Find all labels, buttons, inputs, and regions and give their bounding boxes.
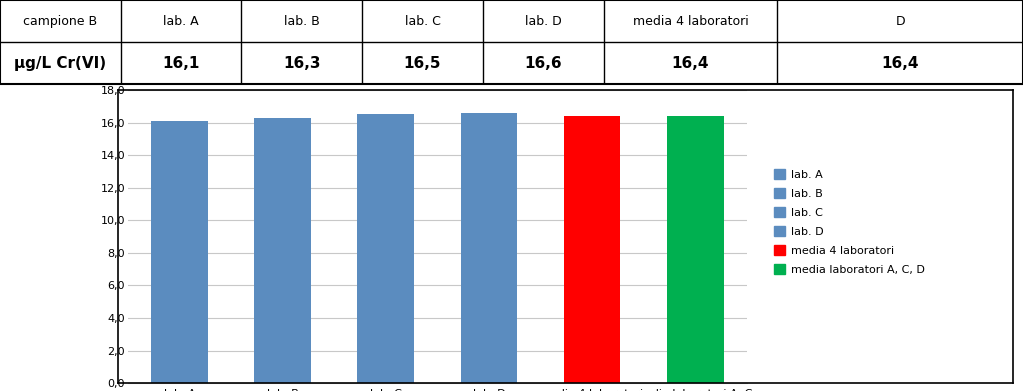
Text: lab. C: lab. C [404, 14, 441, 27]
Text: campione B: campione B [24, 14, 97, 27]
Bar [255, 118, 311, 383]
Text: 16,3: 16,3 [283, 56, 320, 70]
Text: 16,1: 16,1 [163, 56, 199, 70]
Bar [460, 113, 518, 383]
Text: media 4 laboratori: media 4 laboratori [632, 14, 749, 27]
Bar [667, 116, 723, 383]
Legend: lab. A, lab. B, lab. C, lab. D, media 4 laboratori, media laboratori A, C, D: lab. A, lab. B, lab. C, lab. D, media 4 … [771, 165, 928, 278]
Text: 16,5: 16,5 [404, 56, 441, 70]
Bar [357, 115, 414, 383]
Text: lab. B: lab. B [284, 14, 319, 27]
Bar [151, 121, 208, 383]
Bar [564, 116, 620, 383]
Text: 16,4: 16,4 [672, 56, 709, 70]
Text: lab. A: lab. A [164, 14, 198, 27]
Text: 16,4: 16,4 [882, 56, 919, 70]
Text: D: D [895, 14, 905, 27]
Text: µg/L Cr(VI): µg/L Cr(VI) [14, 56, 106, 70]
Text: lab. D: lab. D [525, 14, 562, 27]
Text: 16,6: 16,6 [525, 56, 562, 70]
